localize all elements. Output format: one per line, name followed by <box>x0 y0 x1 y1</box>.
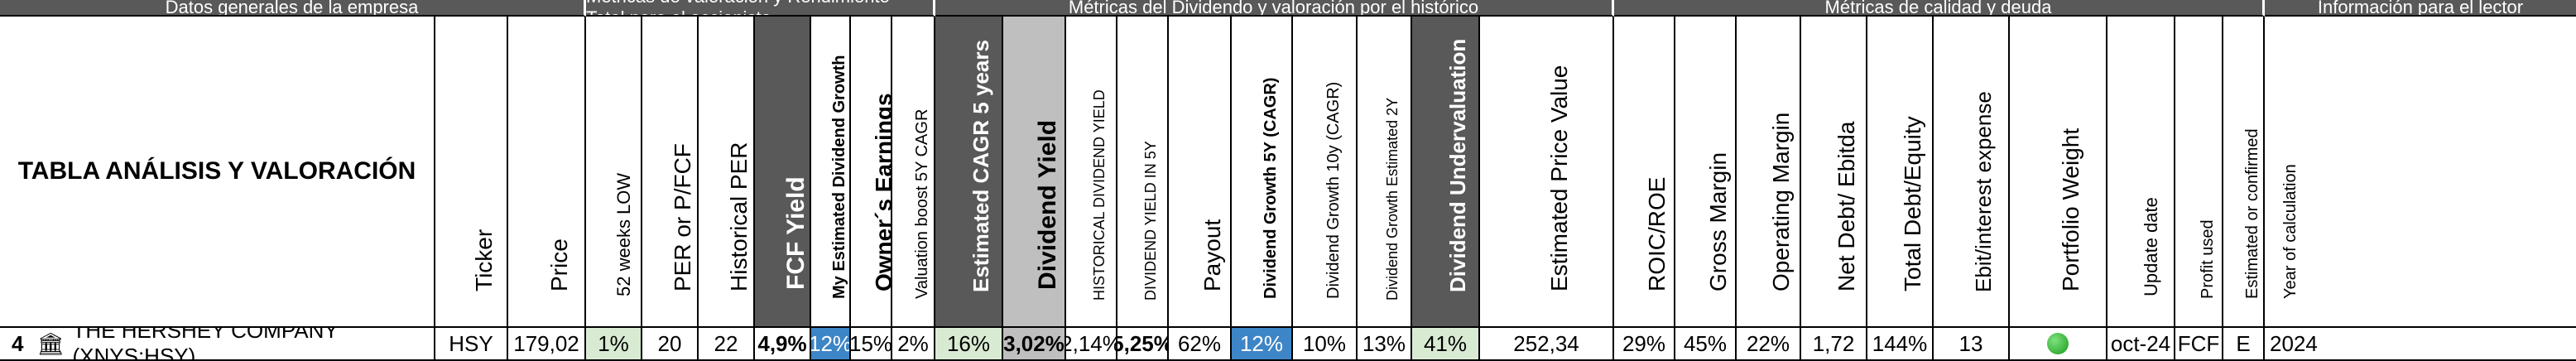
col-header-year-calc[interactable]: Year of calculation <box>2265 17 2576 328</box>
cell-per[interactable]: 20 <box>642 328 699 361</box>
bank-icon: 🏛 <box>36 330 65 356</box>
col-header-est-div-growth[interactable]: My Estimated Dividend Growth <box>811 17 851 328</box>
col-header-div-undervaluation[interactable]: Dividend Undervaluation <box>1412 17 1480 328</box>
col-header-portfolio-weight[interactable]: Portfolio Weight <box>2010 17 2107 328</box>
group-header-valuation[interactable]: Métricas de valoración y Rendimiento Tot… <box>586 0 935 17</box>
cell-dividend-yield[interactable]: 3,02% <box>1003 328 1066 361</box>
col-header-52w-low[interactable]: 52 weeks LOW <box>586 17 642 328</box>
cell-portfolio-weight[interactable] <box>2010 328 2107 361</box>
col-header-payout[interactable]: Payout <box>1169 17 1232 328</box>
cell-hist-div-yield[interactable]: 2,14% <box>1066 328 1117 361</box>
cell-div-yield-5y[interactable]: 5,25% <box>1117 328 1169 361</box>
col-header-div-yield-5y[interactable]: DIVIDEND YIELD IN 5Y <box>1117 17 1169 328</box>
col-header-profit-used[interactable]: Profit used <box>2175 17 2223 328</box>
cell-ticker[interactable]: HSY <box>435 328 508 361</box>
cell-operating-margin[interactable]: 22% <box>1737 328 1801 361</box>
col-header-est-price-value[interactable]: Estimated Price Value <box>1480 17 1614 328</box>
row-index: 4 <box>12 330 24 356</box>
group-header-general[interactable]: Datos generales de la empresa <box>0 0 586 17</box>
cell-net-debt-ebitda[interactable]: 1,72 <box>1801 328 1867 361</box>
cell-estimated-confirmed[interactable]: E <box>2223 328 2265 361</box>
cell-total-debt-equity[interactable]: 144% <box>1867 328 1934 361</box>
cell-price[interactable]: 179,02 <box>508 328 586 361</box>
cell-year-calc[interactable]: 2024 <box>2265 328 2576 361</box>
cell-roic-roe[interactable]: 29% <box>1614 328 1675 361</box>
group-header-dividend[interactable]: Métricas del Dividendo y valoración por … <box>935 0 1614 17</box>
cell-div-undervaluation[interactable]: 41% <box>1412 328 1480 361</box>
col-header-valuation-boost[interactable]: Valuation boost 5Y CAGR <box>892 17 935 328</box>
col-header-ticker[interactable]: Ticker <box>435 17 508 328</box>
col-header-div-growth-est[interactable]: Dividend Growth Estimated 2Y <box>1358 17 1412 328</box>
col-header-dividend-yield[interactable]: Dividend Yield <box>1003 17 1066 328</box>
col-header-ebit-interest[interactable]: Ebit/interest expense <box>1934 17 2010 328</box>
cell-fcf-yield[interactable]: 4,9% <box>755 328 811 361</box>
cell-est-div-growth[interactable]: 12% <box>811 328 851 361</box>
cell-update-date[interactable]: oct-24 <box>2107 328 2175 361</box>
cell-owners-earnings[interactable]: 15% <box>851 328 892 361</box>
col-header-operating-margin[interactable]: Operating Margin <box>1737 17 1801 328</box>
cell-gross-margin[interactable]: 45% <box>1675 328 1737 361</box>
col-header-estimated-confirmed[interactable]: Estimated or confirmed <box>2223 17 2265 328</box>
cell-est-price-value[interactable]: 252,34 <box>1480 328 1614 361</box>
col-header-div-growth-5y[interactable]: Dividend Growth 5Y (CAGR) <box>1232 17 1293 328</box>
group-header-quality[interactable]: Métricas de calidad y deuda <box>1614 0 2265 17</box>
cell-52w-low[interactable]: 1% <box>586 328 642 361</box>
col-header-owners-earnings[interactable]: Owner´s Earnings <box>851 17 892 328</box>
col-header-div-growth-10y[interactable]: Dividend Growth 10y (CAGR) <box>1293 17 1358 328</box>
col-header-gross-margin[interactable]: Gross Margin <box>1675 17 1737 328</box>
col-header-historical-per[interactable]: Historical PER <box>699 17 755 328</box>
col-header-update-date[interactable]: Update date <box>2107 17 2175 328</box>
cell-profit-used[interactable]: FCF <box>2175 328 2223 361</box>
cell-div-growth-est[interactable]: 13% <box>1358 328 1412 361</box>
col-header-fcf-yield[interactable]: FCF Yield <box>755 17 811 328</box>
col-header-roic-roe[interactable]: ROIC/ROE <box>1614 17 1675 328</box>
col-header-total-debt-equity[interactable]: Total Debt/Equity <box>1867 17 1934 328</box>
table-title[interactable]: TABLA ANÁLISIS Y VALORACIÓN <box>0 17 435 328</box>
col-header-per[interactable]: PER or P/FCF <box>642 17 699 328</box>
col-header-net-debt-ebitda[interactable]: Net Debt/ Ebitda <box>1801 17 1867 328</box>
cell-div-growth-5y[interactable]: 12% <box>1232 328 1293 361</box>
col-header-est-cagr[interactable]: Estimated CAGR 5 years <box>935 17 1003 328</box>
col-header-price[interactable]: Price <box>508 17 586 328</box>
cell-historical-per[interactable]: 22 <box>699 328 755 361</box>
cell-est-cagr[interactable]: 16% <box>935 328 1003 361</box>
cell-valuation-boost[interactable]: 2% <box>892 328 935 361</box>
col-header-hist-div-yield[interactable]: HISTORICAL DIVIDEND YIELD <box>1066 17 1117 328</box>
cell-ebit-interest[interactable]: 13 <box>1934 328 2010 361</box>
cell-div-growth-10y[interactable]: 10% <box>1293 328 1358 361</box>
cell-payout[interactable]: 62% <box>1169 328 1232 361</box>
status-dot-icon <box>2047 333 2069 354</box>
company-cell[interactable]: 4 🏛 THE HERSHEY COMPANY (XNYS:HSY) <box>0 328 435 361</box>
group-header-reader[interactable]: Información para el lector <box>2265 0 2576 17</box>
company-name: THE HERSHEY COMPANY (XNYS:HSY) <box>72 328 339 361</box>
